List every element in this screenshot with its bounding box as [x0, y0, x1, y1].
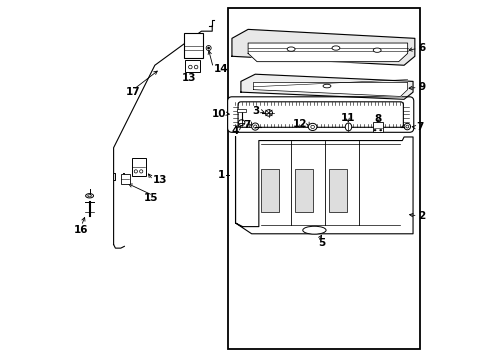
Ellipse shape	[286, 47, 294, 51]
Text: 7: 7	[416, 122, 423, 132]
Text: 10: 10	[211, 109, 225, 119]
Bar	[183, 33, 203, 58]
Text: 12: 12	[292, 120, 307, 129]
Text: 11: 11	[340, 113, 354, 123]
Ellipse shape	[308, 123, 316, 131]
Ellipse shape	[405, 125, 408, 128]
Ellipse shape	[194, 65, 198, 69]
Text: 6: 6	[418, 44, 425, 53]
Ellipse shape	[331, 46, 339, 50]
Text: 3: 3	[252, 106, 260, 116]
Ellipse shape	[238, 120, 244, 126]
Bar	[260, 169, 278, 212]
Ellipse shape	[373, 129, 375, 131]
Text: 7: 7	[243, 120, 250, 130]
Bar	[294, 169, 312, 212]
Ellipse shape	[253, 125, 256, 128]
Ellipse shape	[403, 123, 410, 130]
Text: 16: 16	[74, 225, 88, 235]
Ellipse shape	[265, 110, 272, 116]
Ellipse shape	[139, 170, 142, 173]
Ellipse shape	[88, 195, 91, 197]
Bar	[131, 158, 145, 176]
Bar	[237, 109, 245, 112]
Polygon shape	[247, 43, 407, 62]
Ellipse shape	[379, 129, 381, 131]
Text: 4: 4	[230, 126, 238, 135]
Ellipse shape	[207, 47, 209, 49]
Ellipse shape	[310, 125, 314, 129]
Text: 2: 2	[418, 211, 425, 221]
Ellipse shape	[206, 45, 211, 50]
Text: 17: 17	[126, 87, 141, 97]
Ellipse shape	[251, 123, 258, 130]
Text: 13: 13	[182, 73, 196, 83]
Polygon shape	[241, 74, 412, 99]
FancyBboxPatch shape	[227, 97, 413, 132]
Ellipse shape	[345, 123, 351, 131]
Bar	[228, 8, 419, 348]
Polygon shape	[253, 82, 407, 96]
Polygon shape	[235, 137, 412, 234]
Bar	[185, 60, 199, 72]
Text: 9: 9	[418, 82, 425, 93]
Ellipse shape	[372, 48, 380, 52]
Text: 1: 1	[217, 170, 224, 180]
Bar	[372, 122, 382, 132]
Text: 14: 14	[214, 64, 228, 74]
Text: 13: 13	[153, 175, 167, 185]
Text: 15: 15	[144, 193, 158, 203]
Bar	[328, 169, 346, 212]
Text: 8: 8	[373, 114, 381, 124]
Ellipse shape	[302, 226, 325, 234]
Ellipse shape	[188, 65, 192, 69]
Ellipse shape	[323, 84, 330, 88]
Ellipse shape	[134, 170, 137, 173]
Polygon shape	[231, 30, 414, 65]
Text: 5: 5	[317, 238, 325, 248]
Ellipse shape	[85, 194, 93, 198]
Bar	[121, 174, 129, 184]
FancyBboxPatch shape	[238, 102, 403, 127]
